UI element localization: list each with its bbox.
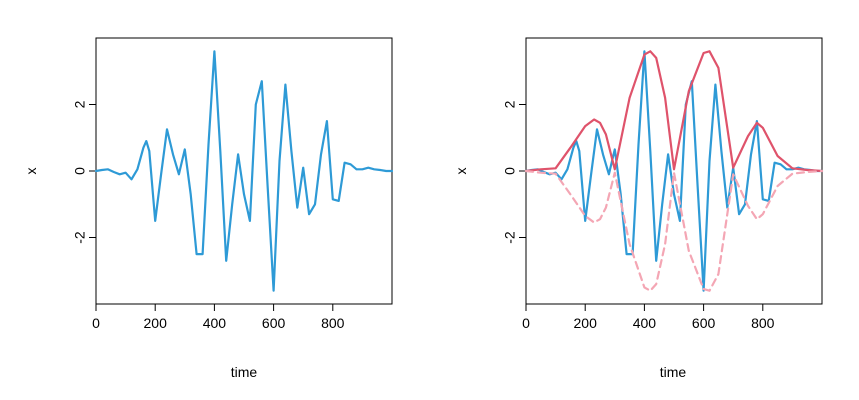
x-tick-label: 200 [574, 315, 598, 331]
x-tick-label: 400 [633, 315, 657, 331]
plot-frame [525, 37, 823, 305]
plot-frame [95, 37, 393, 305]
series-group [94, 50, 394, 292]
x-tick-label: 0 [92, 315, 100, 331]
y-tick-label: 2 [502, 100, 518, 108]
x-axis-label: time [231, 364, 258, 380]
x-axis-label: time [660, 364, 687, 380]
x-tick-label: 200 [144, 315, 168, 331]
x-tick-label: 600 [262, 315, 286, 331]
series-group [524, 50, 824, 292]
axis-ticks: 0 200 400 600 800 -2 0 2 [72, 100, 345, 331]
axis-ticks: 0 200 400 600 800 -2 0 2 [502, 100, 775, 331]
y-tick-label: -2 [502, 231, 518, 244]
y-tick-label: -2 [72, 231, 88, 244]
y-axis-label: x [23, 168, 39, 175]
x-tick-label: 800 [321, 315, 345, 331]
y-tick-label: 0 [502, 167, 518, 175]
x-tick-label: 600 [692, 315, 716, 331]
series-line-0 [94, 50, 394, 292]
series-line-0 [524, 50, 824, 292]
series-line-2 [524, 169, 824, 292]
series-line-1 [524, 50, 824, 173]
left-chart-panel: time x 0 200 400 600 800 -2 0 2 [23, 37, 394, 380]
y-tick-label: 2 [72, 100, 88, 108]
y-axis-label: x [453, 168, 469, 175]
x-tick-label: 800 [751, 315, 775, 331]
y-tick-label: 0 [72, 167, 88, 175]
x-tick-label: 400 [203, 315, 227, 331]
x-tick-label: 0 [522, 315, 530, 331]
right-chart-panel: time x 0 200 400 600 800 -2 0 2 [453, 37, 824, 380]
